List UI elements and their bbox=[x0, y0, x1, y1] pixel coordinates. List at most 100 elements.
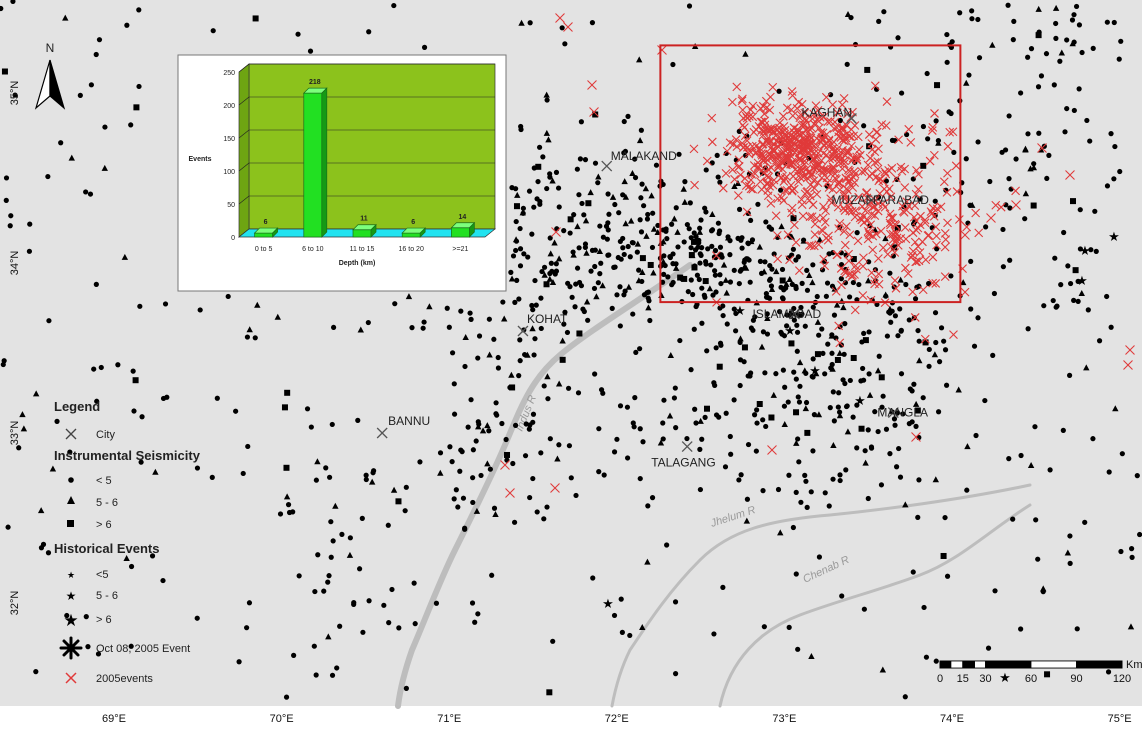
event-marker bbox=[724, 321, 730, 327]
event-2005-marker bbox=[920, 215, 930, 225]
event-marker bbox=[778, 223, 785, 230]
chart-y-tick: 100 bbox=[223, 169, 235, 176]
event-marker bbox=[1112, 143, 1118, 150]
event-marker bbox=[975, 16, 981, 23]
event-marker bbox=[791, 369, 797, 375]
event-marker bbox=[123, 555, 130, 562]
event-marker bbox=[810, 448, 816, 454]
legend-city-icon bbox=[65, 428, 77, 440]
event-2005-marker bbox=[737, 96, 747, 106]
event-marker bbox=[281, 404, 288, 411]
event-marker bbox=[722, 276, 730, 283]
event-marker bbox=[1027, 165, 1034, 172]
event-marker bbox=[574, 166, 580, 172]
event-marker bbox=[547, 270, 553, 277]
event-marker bbox=[1092, 208, 1098, 214]
event-marker bbox=[836, 409, 843, 415]
legend-instr-small-label: < 5 bbox=[96, 475, 112, 487]
event-2005-marker bbox=[850, 169, 860, 179]
event-marker bbox=[365, 319, 371, 326]
city-label: ISLAMABAD bbox=[752, 307, 821, 321]
event-marker bbox=[836, 412, 844, 419]
event-marker bbox=[1090, 45, 1096, 51]
event-2005-marker bbox=[834, 152, 844, 162]
event-marker bbox=[822, 371, 828, 377]
event-marker bbox=[814, 318, 822, 325]
event-marker bbox=[742, 50, 749, 57]
event-marker bbox=[876, 353, 882, 359]
event-marker bbox=[605, 252, 611, 258]
event-marker bbox=[693, 420, 699, 426]
historical-event-marker: ★ bbox=[1079, 243, 1091, 258]
event-marker bbox=[768, 283, 775, 289]
event-2005-marker bbox=[742, 207, 752, 217]
event-marker bbox=[963, 156, 969, 162]
event-2005-marker bbox=[878, 243, 888, 253]
event-2005-marker bbox=[840, 240, 850, 250]
event-2005-marker bbox=[881, 121, 891, 131]
scale-segment bbox=[985, 660, 1032, 669]
event-marker bbox=[833, 301, 841, 308]
event-marker bbox=[964, 487, 970, 493]
event-marker bbox=[19, 411, 26, 418]
event-marker bbox=[879, 666, 887, 673]
event-2005-marker bbox=[555, 13, 565, 23]
event-marker bbox=[831, 285, 838, 292]
city-marker bbox=[788, 308, 800, 320]
event-marker bbox=[621, 150, 627, 156]
event-marker bbox=[854, 402, 860, 408]
event-marker bbox=[77, 92, 83, 98]
event-2005-marker bbox=[794, 171, 804, 181]
event-2005-marker bbox=[822, 150, 831, 160]
event-marker bbox=[240, 470, 246, 477]
event-2005-marker bbox=[930, 109, 939, 118]
event-marker bbox=[491, 336, 497, 342]
event-marker bbox=[955, 386, 962, 393]
event-2005-marker bbox=[810, 230, 820, 239]
event-marker bbox=[541, 383, 547, 389]
event-2005-marker bbox=[868, 245, 878, 255]
event-marker bbox=[26, 248, 33, 254]
event-2005-marker bbox=[850, 121, 860, 130]
event-marker bbox=[283, 464, 290, 471]
event-marker bbox=[592, 263, 598, 270]
event-marker bbox=[592, 371, 598, 377]
event-marker bbox=[233, 408, 239, 414]
event-marker bbox=[681, 239, 687, 245]
event-marker bbox=[475, 423, 482, 430]
event-2005-marker bbox=[802, 164, 812, 174]
event-2005-marker bbox=[858, 291, 868, 300]
event-marker bbox=[758, 270, 765, 276]
event-2005-marker bbox=[755, 143, 765, 153]
event-marker bbox=[538, 325, 544, 332]
event-marker bbox=[562, 309, 568, 315]
event-marker bbox=[720, 261, 728, 268]
event-marker bbox=[793, 376, 799, 382]
longitude-tick-label: 72°E bbox=[605, 713, 629, 725]
event-2005-marker bbox=[971, 208, 981, 218]
event-marker bbox=[363, 476, 369, 483]
event-marker bbox=[926, 346, 932, 353]
event-marker bbox=[795, 646, 801, 652]
event-2005-marker bbox=[739, 143, 749, 152]
event-marker bbox=[323, 465, 329, 471]
event-marker bbox=[625, 243, 631, 250]
longitude-tick-label: 71°E bbox=[437, 713, 461, 725]
event-marker bbox=[1031, 161, 1037, 167]
event-marker bbox=[1118, 38, 1124, 44]
event-marker bbox=[337, 623, 343, 629]
event-marker bbox=[798, 499, 804, 505]
event-marker bbox=[1076, 86, 1082, 92]
event-marker bbox=[847, 294, 853, 300]
event-2005-marker bbox=[806, 146, 816, 156]
event-marker bbox=[641, 203, 647, 209]
event-marker bbox=[709, 210, 716, 217]
event-marker bbox=[825, 341, 831, 347]
event-2005-marker bbox=[793, 125, 802, 134]
event-marker bbox=[1065, 263, 1071, 269]
event-marker bbox=[93, 281, 99, 287]
event-2005-marker bbox=[892, 233, 902, 243]
historical-event-marker: ★ bbox=[809, 363, 821, 378]
event-marker bbox=[736, 128, 742, 134]
event-marker bbox=[612, 264, 618, 270]
